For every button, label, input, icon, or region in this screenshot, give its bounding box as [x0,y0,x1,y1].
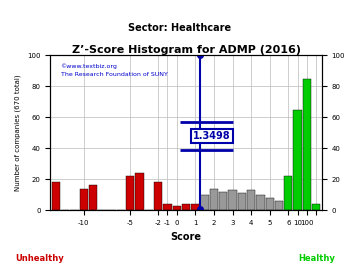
Bar [201,195,209,210]
Text: ©www.textbiz.org: ©www.textbiz.org [60,63,117,69]
Bar [182,204,190,210]
Bar [293,110,302,210]
Bar [266,198,274,210]
Bar [284,176,292,210]
Bar [89,185,97,210]
Bar [210,188,218,210]
Y-axis label: Number of companies (670 total): Number of companies (670 total) [15,75,22,191]
Bar [275,201,283,210]
X-axis label: Score: Score [171,231,202,241]
Bar [80,188,88,210]
Bar [256,195,265,210]
Bar [191,204,199,210]
Bar [52,182,60,210]
Bar [154,182,162,210]
Text: Unhealthy: Unhealthy [15,254,64,262]
Text: The Research Foundation of SUNY: The Research Foundation of SUNY [60,73,167,77]
Bar [219,192,228,210]
Text: Sector: Healthcare: Sector: Healthcare [129,23,231,33]
Bar [312,204,320,210]
Bar [126,176,134,210]
Bar [135,173,144,210]
Bar [303,79,311,210]
Title: Z’-Score Histogram for ADMP (2016): Z’-Score Histogram for ADMP (2016) [72,45,301,55]
Text: Healthy: Healthy [298,254,335,262]
Bar [172,205,181,210]
Bar [238,193,246,210]
Text: 1.3498: 1.3498 [193,131,231,141]
Bar [163,204,172,210]
Bar [247,190,255,210]
Bar [228,190,237,210]
